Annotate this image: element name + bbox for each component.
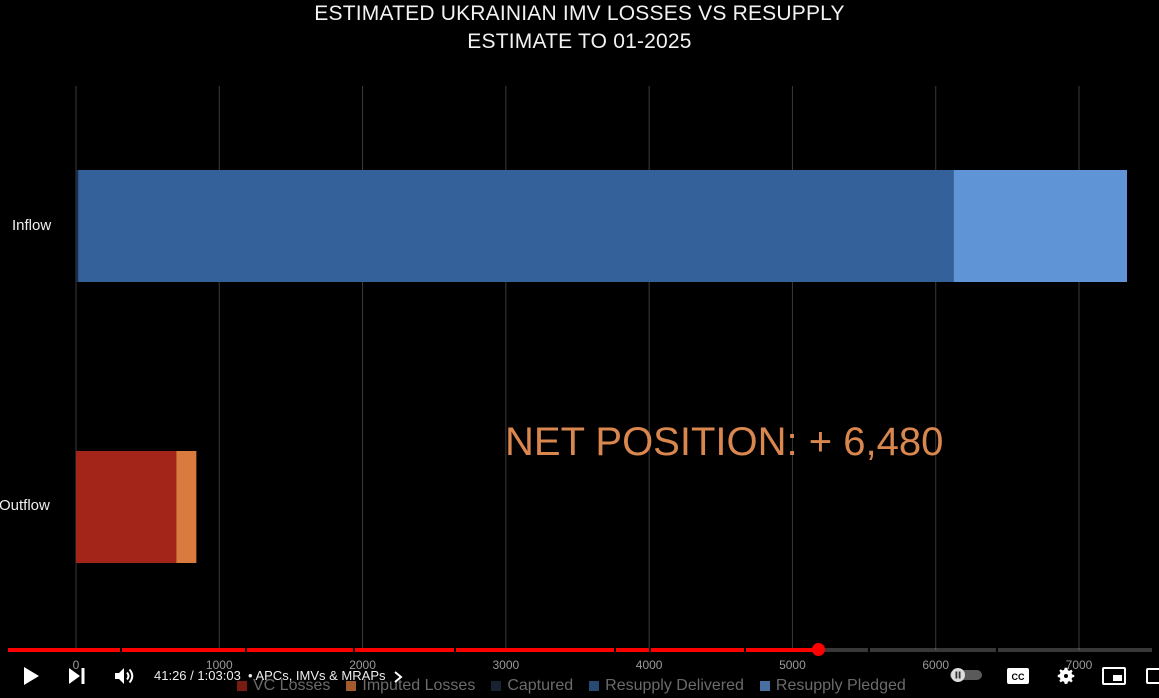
gear-icon [1057,667,1075,684]
time-display: 41:26 / 1:03:03 [154,668,241,683]
subtitles-button[interactable]: CC [1004,664,1032,688]
volume-button[interactable] [111,663,139,689]
x-tick-label: 5000 [779,658,806,672]
legend-label: Resupply Delivered [605,677,744,694]
x-tick-label: 4000 [635,658,663,672]
net-position-annotation: NET POSITION: + 6,480 [505,420,944,464]
chapter-title: APCs, IMVs & MRAPs [255,668,386,683]
chart-legend: VC Losses Imputed Losses Captured Resupp… [237,677,906,695]
chart-title-line-2: ESTIMATE TO 01-2025 [467,30,692,53]
legend-swatch [237,681,247,691]
category-label-inflow: Inflow [12,217,52,234]
x-tick-label: 6000 [922,658,950,672]
seek-bar[interactable] [8,643,1152,656]
chevron-right-icon [394,670,403,683]
chapter-marker [353,648,356,652]
x-tick-label: 7000 [1065,658,1093,672]
legend-item-imputed-losses: Imputed Losses [346,677,475,695]
legend-item-vc-losses: VC Losses [237,677,330,695]
chapter-marker [244,648,247,652]
bar-inflow-captured [76,170,79,282]
chapter-marker [120,648,123,652]
volume-icon [115,668,134,684]
settings-button[interactable] [1052,663,1080,689]
miniplayer-icon [1102,667,1126,685]
next-button[interactable] [64,663,90,689]
chapter-marker [648,648,651,652]
legend-swatch [491,681,502,691]
legend-swatch [759,681,770,691]
seek-bar-scrubber[interactable] [811,643,825,656]
theater-mode-icon [1146,668,1159,684]
legend-swatch [346,681,357,691]
play-button[interactable] [18,663,44,689]
bar-inflow-resupply-pledged [953,170,1128,282]
x-tick-label: 1000 [205,658,233,672]
x-tick-label: 3000 [492,658,520,672]
legend-swatch [589,681,600,691]
chapter-button[interactable]: • APCs, IMVs & MRAPs [248,668,403,683]
legend-label: Imputed Losses [362,677,476,694]
chapter-marker [868,648,871,652]
chapter-marker [743,648,746,652]
autoplay-toggle[interactable] [948,664,984,686]
chapter-marker [454,648,457,652]
bar-outflow-vc-losses [76,451,177,563]
bar-inflow-resupply-delivered [78,170,954,282]
chapter-marker [996,648,999,652]
autoplay-toggle-icon [950,668,982,682]
skip-next-icon [69,668,85,684]
category-label-outflow: Outflow [0,497,50,514]
legend-item-captured: Captured [491,677,573,695]
closed-captions-icon: CC [1007,668,1029,684]
legend-label: VC Losses [253,677,331,694]
x-tick-label: 2000 [349,658,376,672]
chart-title-line-1: ESTIMATED UKRAINIAN IMV LOSSES VS RESUPP… [314,2,845,25]
chart-bars [76,170,1128,563]
theater-mode-button[interactable] [1145,664,1159,688]
bar-outflow-imputed-losses [176,451,197,563]
seek-bar-played [8,648,818,652]
chapter-marker [614,648,617,652]
svg-text:CC: CC [1012,672,1025,682]
x-tick-label: 0 [72,658,80,672]
chapter-dot: • [248,668,253,683]
legend-label: Resupply Pledged [775,677,906,694]
miniplayer-button[interactable] [1099,664,1129,688]
legend-label: Captured [507,677,574,694]
time-separator: / [190,668,194,683]
legend-item-resupply-delivered: Resupply Delivered [589,677,744,695]
play-icon [24,667,39,685]
legend-item-resupply-pledged: Resupply Pledged [759,677,906,695]
duration: 1:03:03 [197,668,241,683]
current-time: 41:26 [154,668,187,683]
